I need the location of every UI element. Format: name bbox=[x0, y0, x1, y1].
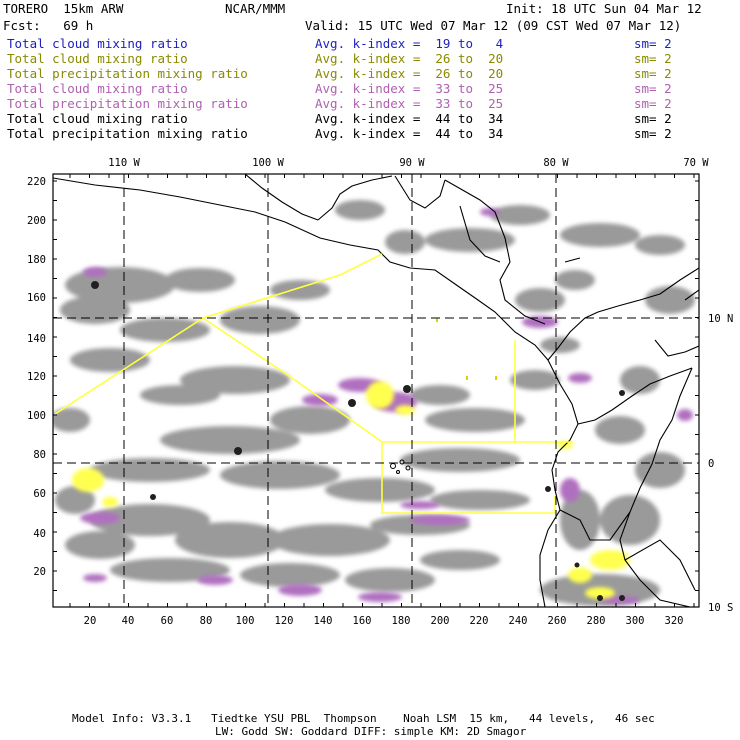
left-grid-label: 40 bbox=[33, 528, 46, 540]
top-lon-label: 90 W bbox=[399, 157, 425, 169]
organization-label: NCAR/MMM bbox=[225, 1, 286, 16]
legend-kindex: Avg. k-index = 26 to 20 bbox=[315, 51, 504, 66]
bottom-grid-label: 240 bbox=[509, 615, 528, 627]
bottom-grid-label: 20 bbox=[84, 615, 97, 627]
left-grid-label: 200 bbox=[27, 215, 46, 227]
top-lon-label: 80 W bbox=[543, 157, 569, 169]
bottom-grid-label: 300 bbox=[626, 615, 645, 627]
model-info: Model Info: V3.3.1 Tiedtke YSU PBL Thomp… bbox=[72, 712, 655, 725]
top-lon-label: 70 W bbox=[683, 157, 709, 169]
legend-kindex: Avg. k-index = 33 to 25 bbox=[315, 96, 504, 111]
legend-row: Total precipitation mixing ratio bbox=[7, 67, 248, 81]
left-grid-label: 140 bbox=[27, 333, 46, 345]
legend-field: Total cloud mixing ratio bbox=[7, 36, 188, 51]
right-lat-label: 10 N bbox=[708, 313, 733, 325]
legend-smoothing: sm= 2 bbox=[634, 36, 672, 51]
legend-row: Total precipitation mixing ratio bbox=[7, 127, 248, 141]
bottom-grid-label: 140 bbox=[314, 615, 333, 627]
left-grid-label: 160 bbox=[27, 292, 46, 304]
left-grid-label: 80 bbox=[33, 449, 46, 461]
precip-field bbox=[80, 208, 693, 604]
legend-kindex: Avg. k-index = 44 to 34 bbox=[315, 126, 504, 141]
legend-field: Total cloud mixing ratio bbox=[7, 51, 188, 66]
legend-row: Total precipitation mixing ratio bbox=[7, 97, 248, 111]
legend-field: Total precipitation mixing ratio bbox=[7, 96, 248, 111]
bottom-grid-label: 320 bbox=[665, 615, 684, 627]
bottom-grid-label: 100 bbox=[236, 615, 255, 627]
left-grid-label: 100 bbox=[27, 410, 46, 422]
legend-smoothing: sm= 2 bbox=[634, 96, 672, 111]
galapagos-islands bbox=[390, 459, 411, 474]
bottom-grid-label: 80 bbox=[200, 615, 213, 627]
forecast-hour: Fcst: 69 h bbox=[3, 18, 94, 33]
legend-smoothing: sm= 2 bbox=[634, 51, 672, 66]
right-lat-label: 0 bbox=[708, 458, 714, 470]
map-frame bbox=[52, 173, 700, 608]
valid-time: Valid: 15 UTC Wed 07 Mar 12 (09 CST Wed … bbox=[305, 18, 682, 33]
top-lon-label: 110 W bbox=[108, 157, 140, 169]
bottom-grid-label: 120 bbox=[275, 615, 294, 627]
lat-lon-grid bbox=[53, 174, 699, 607]
run-title: TORERO 15km ARW bbox=[3, 1, 124, 16]
left-grid-label: 20 bbox=[33, 566, 46, 578]
init-time: Init: 18 UTC Sun 04 Mar 12 bbox=[506, 1, 702, 16]
legend-smoothing: sm= 2 bbox=[634, 66, 672, 81]
left-grid-label: 220 bbox=[27, 176, 46, 188]
legend-row: Total cloud mixing ratio bbox=[7, 37, 188, 51]
legend-smoothing: sm= 2 bbox=[634, 81, 672, 96]
coastlines bbox=[53, 174, 699, 607]
legend-kindex: Avg. k-index = 19 to 4 bbox=[315, 36, 504, 51]
legend-row: Total cloud mixing ratio bbox=[7, 112, 188, 126]
legend-smoothing: sm= 2 bbox=[634, 126, 672, 141]
legend-smoothing: sm= 2 bbox=[634, 111, 672, 126]
top-lon-label: 100 W bbox=[252, 157, 284, 169]
axis-labels: 110 W 100 W 90 W 80 W 70 W 10 N 0 10 S 2… bbox=[27, 157, 733, 627]
left-grid-label: 120 bbox=[27, 371, 46, 383]
legend-kindex: Avg. k-index = 26 to 20 bbox=[315, 66, 504, 81]
bottom-grid-label: 180 bbox=[392, 615, 411, 627]
right-lat-label: 10 S bbox=[708, 602, 733, 614]
tick-marks bbox=[53, 174, 699, 607]
legend-row: Total cloud mixing ratio bbox=[7, 52, 188, 66]
bottom-grid-label: 200 bbox=[431, 615, 450, 627]
physics-info: LW: Godd SW: Goddard DIFF: simple KM: 2D… bbox=[215, 725, 527, 738]
bottom-grid-label: 220 bbox=[470, 615, 489, 627]
legend-row: Total cloud mixing ratio bbox=[7, 82, 188, 96]
bottom-grid-label: 160 bbox=[353, 615, 372, 627]
left-grid-label: 60 bbox=[33, 488, 46, 500]
bottom-grid-label: 260 bbox=[548, 615, 567, 627]
bottom-grid-label: 280 bbox=[587, 615, 606, 627]
convective-cores bbox=[91, 281, 625, 601]
bottom-grid-label: 40 bbox=[122, 615, 135, 627]
legend-field: Total precipitation mixing ratio bbox=[7, 126, 248, 141]
legend-field: Total cloud mixing ratio bbox=[7, 111, 188, 126]
legend-kindex: Avg. k-index = 44 to 34 bbox=[315, 111, 504, 126]
light-precip-field bbox=[72, 381, 630, 599]
track-marks bbox=[436, 318, 497, 380]
legend-field: Total cloud mixing ratio bbox=[7, 81, 188, 96]
flight-tracks bbox=[54, 253, 573, 514]
left-grid-label: 180 bbox=[27, 254, 46, 266]
bottom-grid-label: 60 bbox=[161, 615, 174, 627]
legend-kindex: Avg. k-index = 33 to 25 bbox=[315, 81, 504, 96]
legend-field: Total precipitation mixing ratio bbox=[7, 66, 248, 81]
